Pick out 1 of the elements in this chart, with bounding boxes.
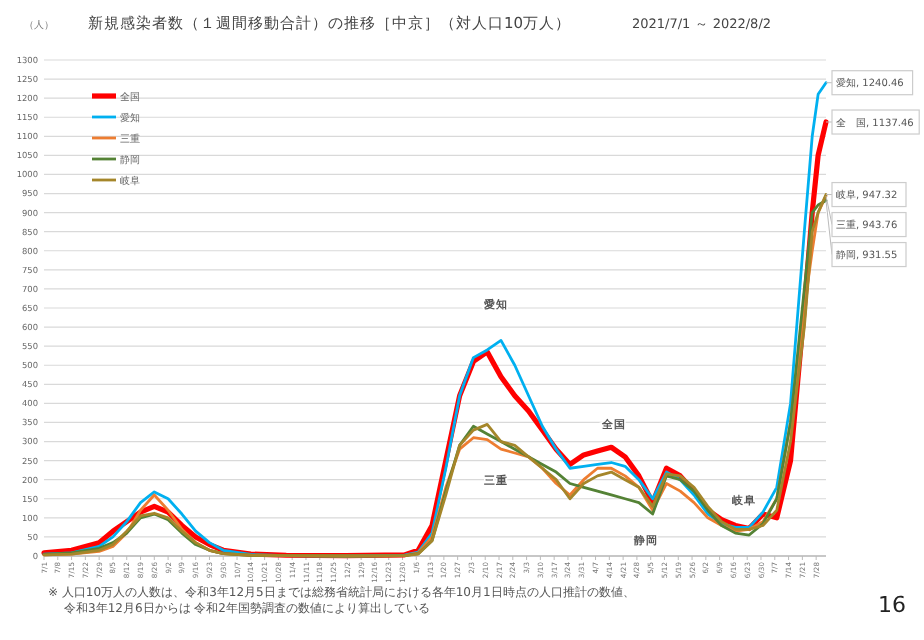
text: 16 xyxy=(878,592,906,618)
